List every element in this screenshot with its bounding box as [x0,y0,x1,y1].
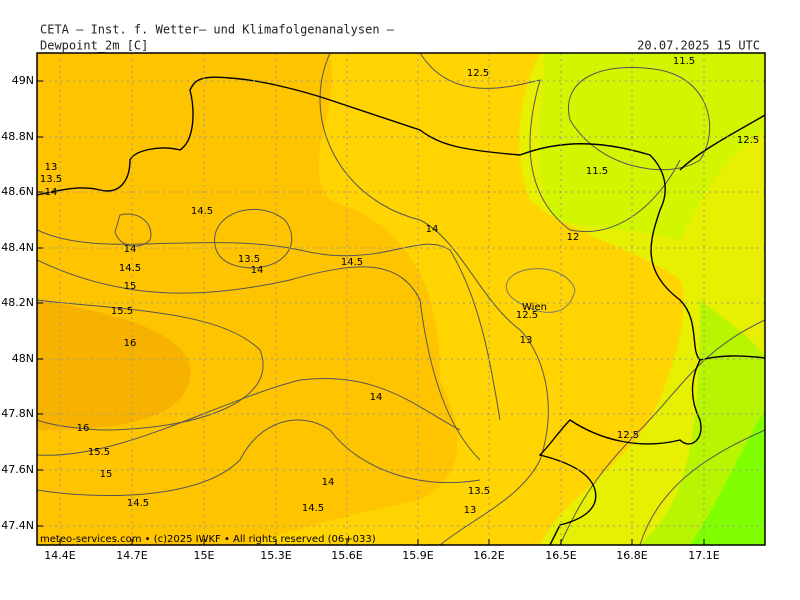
contour-label: 13 [464,505,477,516]
contour [419,53,681,232]
contour [114,213,152,247]
field-dark-orange [37,300,191,430]
lat-label: 48N [12,352,34,365]
lon-label: 15.3E [260,549,291,562]
lon-label: 17.1E [688,549,719,562]
contour [568,66,711,171]
lon-label: 16.2E [473,549,504,562]
field-orange [37,53,458,545]
contour [37,419,481,497]
lat-label: 48.8N [1,130,34,143]
city-label: Wien [522,302,547,313]
contour-label: 13.5 [238,254,260,265]
contour-label: 14.5 [127,498,149,509]
border [538,359,702,545]
contour-label: 14.5 [341,257,363,268]
contour-label: 11.5 [586,166,608,177]
header-parameter: Dewpoint_2m [C] [40,39,148,53]
lat-label: 47.6N [1,463,34,476]
lat-label: 49N [12,74,34,87]
lat-label: 48.6N [1,185,34,198]
contour-label: 14 [124,244,137,255]
contour-label: 15 [124,281,137,292]
contour-label: 12.5 [516,310,538,321]
map-field [37,53,765,545]
header-time: 20.07.2025 15 UTC [637,39,760,53]
lon-label: 14.7E [116,549,147,562]
lon-label: 15.6E [331,549,362,562]
contour-label: 14 [426,224,439,235]
header-institute: CETA – Inst. f. Wetter– und Klimafolgena… [40,23,395,37]
contour-label: 15 [100,469,113,480]
grid: 49N 48.8N 48.6N 48.4N 48.2N 48N 47.8N 47.6N 47.4… [1,53,765,562]
contour [37,378,461,456]
lon-label: 15.9E [402,549,433,562]
contour-label: 13.5 [468,486,490,497]
contour [37,229,501,421]
lon-label: 16.8E [616,549,647,562]
contour-label: 14 [370,392,383,403]
contour-label: 12.5 [467,68,489,79]
contour-label: 13 [520,335,533,346]
contour-label: 15.5 [88,447,110,458]
lat-label: 47.8N [1,407,34,420]
contour-label: 14 [45,187,58,198]
contour-label: 14 [251,265,264,276]
contour-label: 14.5 [191,206,213,217]
contour [37,259,481,461]
footer: meteo-services.com • (c)2025 IWKF • All … [40,534,376,545]
contour-label: 14.5 [119,263,141,274]
lon-label: 16.5E [545,549,576,562]
contour-label: 15.5 [111,306,133,317]
contour-label: 12.5 [617,430,639,441]
contour-label: 13 [45,162,58,173]
lat-label: 48.4N [1,241,34,254]
contour [37,299,264,431]
city-outline [505,268,576,313]
lat-label: 48.2N [1,296,34,309]
contour-label: 16 [124,338,137,349]
field-green [539,53,765,240]
border [37,76,765,361]
contour-label: 11.5 [673,56,695,67]
border [679,114,765,171]
contour-label: 14.5 [302,503,324,514]
lat-label: 47.4N [1,519,34,532]
contour-label: 12 [567,232,580,243]
field-bright-green [690,410,765,545]
contour-label: 14 [322,477,335,488]
contour [639,429,765,545]
map-frame [36,52,766,546]
contour-label: 13.5 [40,174,62,185]
contour [319,53,549,545]
contour [559,319,765,545]
contour-labels: 12.511.512.511.51313.51414.514121413.514… [40,56,759,516]
lon-label: 14.4E [44,549,75,562]
contour-label: 12.5 [737,135,759,146]
contour-label: 16 [77,423,90,434]
lon-label: 15E [194,549,215,562]
